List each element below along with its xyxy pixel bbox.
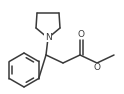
Text: O: O	[78, 30, 85, 39]
Text: O: O	[93, 64, 100, 72]
Text: N: N	[45, 33, 51, 42]
